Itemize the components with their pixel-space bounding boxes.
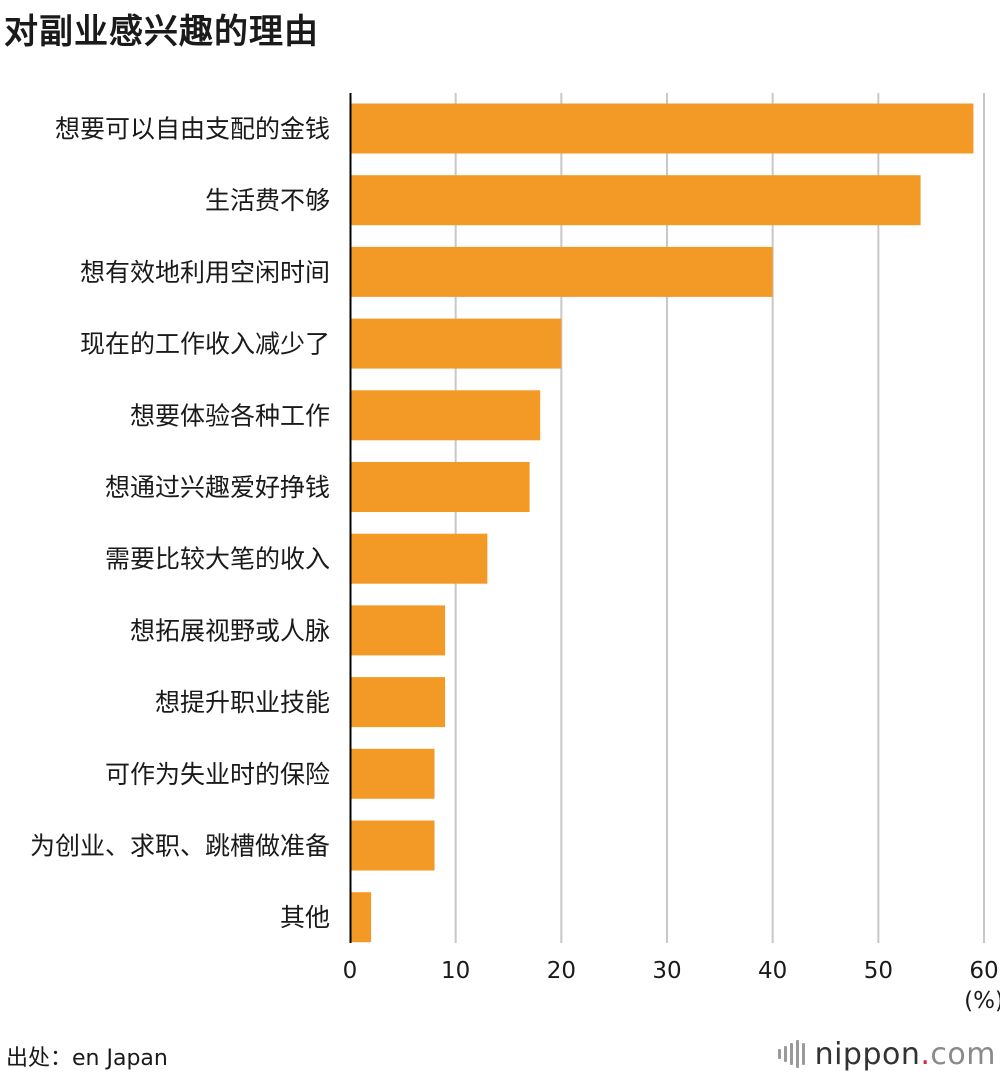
category-label: 想要体验各种工作 <box>130 401 330 430</box>
category-label: 想提升职业技能 <box>155 688 330 717</box>
brand-dot: . <box>920 1036 931 1072</box>
bar <box>351 820 435 871</box>
bar <box>351 605 446 656</box>
category-label: 可作为失业时的保险 <box>105 760 330 789</box>
bar-chart: 想要可以自由支配的金钱生活费不够想有效地利用空闲时间现在的工作收入减少了想要体验… <box>30 93 1000 1014</box>
bar <box>351 390 541 441</box>
x-tick-labels: 0 10 20 30 40 50 60 <box>343 958 999 984</box>
brand-name: nippon <box>814 1036 921 1072</box>
category-label: 为创业、求职、跳槽做准备 <box>30 832 330 861</box>
chart-title: 对副业感兴趣的理由 <box>4 12 319 52</box>
x-tick-label: 0 <box>343 958 358 984</box>
category-label: 想通过兴趣爱好挣钱 <box>105 473 330 502</box>
bar <box>351 318 562 369</box>
grid-lines <box>454 93 985 943</box>
bar <box>351 892 372 943</box>
category-label: 想要可以自由支配的金钱 <box>55 115 330 144</box>
brand-wordmark: nippon.com <box>815 1037 996 1072</box>
x-tick-label: 20 <box>547 958 576 984</box>
bar <box>351 246 773 297</box>
category-label: 其他 <box>280 903 330 932</box>
bar <box>351 748 435 799</box>
x-tick-label: 30 <box>652 958 681 984</box>
category-labels: 想要可以自由支配的金钱生活费不够想有效地利用空闲时间现在的工作收入减少了想要体验… <box>30 115 330 933</box>
bar <box>351 533 488 584</box>
x-tick-label: 40 <box>758 958 787 984</box>
x-tick-label: 50 <box>864 958 893 984</box>
bars <box>351 103 974 943</box>
bar <box>351 462 530 512</box>
bar <box>351 677 446 728</box>
x-tick-label: 10 <box>441 958 470 984</box>
brand-suffix: com <box>930 1036 996 1072</box>
category-label: 生活费不够 <box>205 186 330 215</box>
brand-logo: nippon.com <box>777 1034 996 1074</box>
bar <box>351 103 974 154</box>
category-label: 需要比较大笔的收入 <box>105 545 330 574</box>
category-label: 现在的工作收入减少了 <box>80 330 330 359</box>
unit-label: (%) <box>964 988 1000 1014</box>
source-note: 出处：en Japan <box>6 1046 168 1071</box>
x-tick-label: 60 <box>969 958 998 984</box>
category-label: 想有效地利用空闲时间 <box>80 258 330 287</box>
category-label: 想拓展视野或人脉 <box>130 616 330 645</box>
bar <box>351 175 921 226</box>
brand-bars-icon <box>777 1040 805 1068</box>
